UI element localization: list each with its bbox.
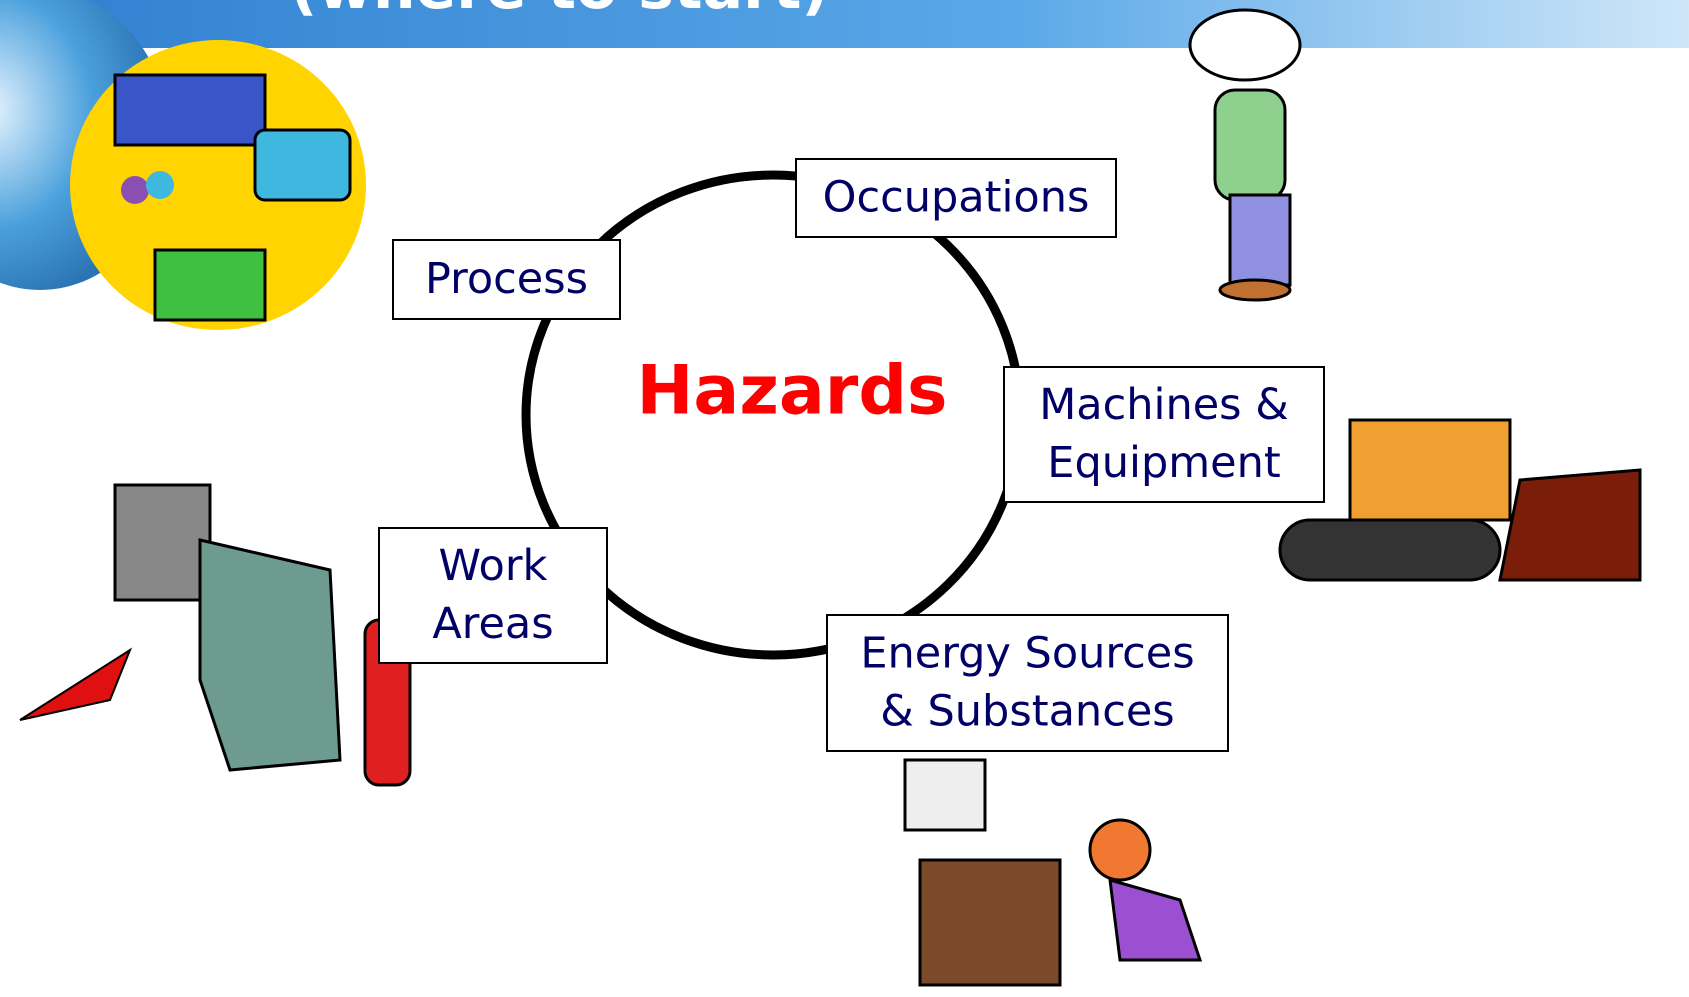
node-label: & Substances xyxy=(880,687,1174,737)
node-label: Machines & xyxy=(1039,380,1289,430)
slide-title: (where to start) xyxy=(290,0,829,23)
node-label: Energy Sources xyxy=(860,629,1194,679)
page: (where to start) Hazards Occupations Proc… xyxy=(0,0,1689,997)
bulldozer-clipart xyxy=(1280,420,1640,580)
computer-user-clipart xyxy=(905,760,1200,985)
node-label: Areas xyxy=(432,599,553,649)
engineer-clipart xyxy=(1190,10,1300,300)
node-label: Process xyxy=(425,254,588,304)
process-clipart xyxy=(70,40,366,330)
welder-clipart xyxy=(20,485,410,785)
slide: (where to start) Hazards Occupations Proc… xyxy=(0,0,1689,997)
node-label: Occupations xyxy=(823,173,1090,223)
node-group: Occupations Process Machines & Equipment Wor… xyxy=(379,159,1324,751)
node-label: Equipment xyxy=(1047,438,1280,488)
title-band xyxy=(0,0,1689,48)
node-label: Work xyxy=(439,541,548,591)
center-label: Hazards xyxy=(637,352,948,431)
